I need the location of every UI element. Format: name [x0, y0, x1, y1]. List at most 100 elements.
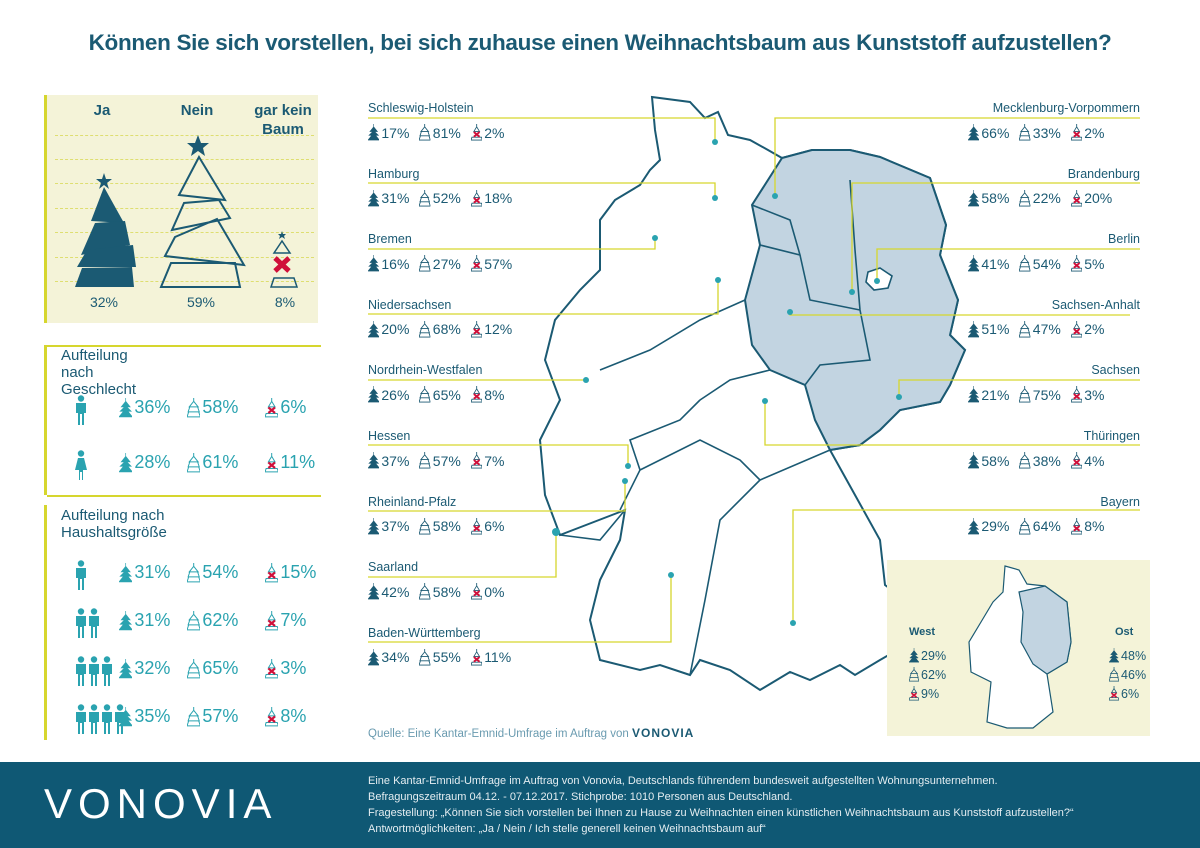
kein-label-1: gar kein: [254, 102, 312, 119]
nein-percent: 46%: [1121, 667, 1147, 682]
stat-kein: 11%: [471, 649, 511, 666]
kein-percent: 4%: [1084, 452, 1105, 469]
nein-percent: 58%: [432, 583, 461, 600]
region-rheinland-pfalz: Rheinland-Pfalz 37% 58% 6%: [368, 495, 698, 535]
tree-filled-icon: [968, 190, 979, 207]
nein-percent: 57%: [432, 452, 461, 469]
nein-percent: 55%: [432, 649, 461, 666]
region-markers: [552, 139, 902, 626]
ja-percent: 48%: [1121, 648, 1147, 663]
kein-percent: 9%: [921, 686, 940, 701]
ja-percent: 42%: [381, 583, 410, 600]
stat-kein: 20%: [1071, 190, 1112, 207]
region-sachsen: Sachsen 21% 75% 3%: [810, 363, 1140, 403]
stat-nein: 58%: [187, 397, 238, 418]
stat-ja: 29%: [968, 518, 1009, 535]
breakdown-row: 28% 61% 11%: [47, 450, 327, 480]
tree-outline-icon: [419, 649, 430, 666]
stat-ja: 37%: [368, 518, 409, 535]
ja-percent: 37%: [381, 518, 410, 535]
stat-kein: 5%: [1071, 255, 1104, 272]
tree-outline-icon: [1019, 452, 1030, 469]
kein-percent: 8%: [1084, 518, 1105, 535]
tree-outline-icon: [419, 583, 430, 600]
breakdown-row: 31% 54% 15%: [47, 560, 327, 590]
stat-ja: 48%: [1109, 648, 1146, 663]
region-name: Bayern: [1100, 494, 1140, 509]
stat-kein: 3%: [1071, 386, 1104, 403]
nein-percent: 47%: [1032, 321, 1061, 338]
region-hamburg: Hamburg 31% 52% 18%: [368, 167, 698, 207]
stat-kein: 8%: [265, 706, 306, 727]
stat-nein: 54%: [1019, 255, 1061, 272]
stat-nein: 58%: [419, 518, 461, 535]
stat-nein: 64%: [1019, 518, 1061, 535]
stat-nein: 46%: [1109, 667, 1146, 682]
kein-percent: 2%: [1084, 124, 1105, 141]
nein-percent: 58%: [202, 397, 239, 417]
region-name: Niedersachsen: [368, 297, 452, 312]
footer-line: Fragestellung: „Können Sie sich vorstell…: [368, 807, 1074, 819]
gender-section: Aufteilung nach Geschlecht 36% 58% 6% 28% 61…: [44, 345, 321, 495]
nein-percent: 33%: [1032, 124, 1061, 141]
stat-nein: 68%: [419, 321, 461, 338]
ja-percent: 32%: [134, 658, 171, 678]
stat-nein: 38%: [1019, 452, 1061, 469]
ja-percent: 34%: [381, 649, 410, 666]
region-nordrhein-westfalen: Nordrhein-Westfalen 26% 65% 8%: [368, 363, 698, 403]
region-brandenburg: Brandenburg 58% 22% 20%: [810, 167, 1140, 207]
nein-percent: 22%: [1032, 190, 1061, 207]
region-saarland: Saarland 42% 58% 0%: [368, 560, 698, 600]
region-stats: 26% 65% 8%: [368, 386, 698, 403]
page-title: Können Sie sich vorstellen, bei sich zuh…: [88, 30, 1112, 55]
tree-filled-icon: [968, 452, 979, 469]
kein-percent: 8%: [274, 294, 296, 310]
region-name: Rheinland-Pfalz: [368, 494, 457, 509]
ja-percent: 58%: [981, 190, 1010, 207]
west-east-inset: West Ost 29% 62% 9% 48% 46% 6%: [887, 560, 1150, 736]
stat-ja: 29%: [909, 648, 946, 663]
region-name: Berlin: [1108, 232, 1140, 247]
no-tree-icon: [1071, 190, 1082, 207]
kein-percent: 11%: [280, 452, 316, 472]
kein-percent: 8%: [484, 386, 505, 403]
tree-filled-icon: [368, 124, 379, 141]
footer-line: Befragungszeitraum 04.12. - 07.12.2017. …: [368, 791, 793, 803]
stat-ja: 66%: [968, 124, 1009, 141]
nein-percent: 27%: [432, 255, 461, 272]
stat-ja: 37%: [368, 452, 409, 469]
stat-nein: 62%: [187, 610, 238, 631]
stat-kein: 8%: [471, 386, 505, 403]
stat-ja: 31%: [368, 190, 409, 207]
footer-line: Eine Kantar-Emnid-Umfrage im Auftrag von…: [368, 775, 998, 787]
region-name: Schleswig-Holstein: [368, 101, 474, 115]
breakdown-row: 36% 58% 6%: [47, 395, 327, 425]
stat-ja: 42%: [368, 583, 409, 600]
footer: VONOVIA Eine Kantar-Emnid-Umfrage im Auf…: [0, 762, 1200, 848]
stat-ja: 51%: [968, 321, 1009, 338]
nein-percent: 62%: [921, 667, 947, 682]
no-tree-icon: [1071, 255, 1082, 272]
nein-percent: 68%: [432, 321, 461, 338]
kein-percent: 6%: [280, 397, 307, 417]
nein-percent: 58%: [432, 518, 461, 535]
ja-percent: 20%: [381, 321, 410, 338]
stat-kein: 2%: [1071, 124, 1105, 141]
stat-nein: 65%: [419, 386, 461, 403]
stat-ja: 32%: [119, 658, 170, 679]
ja-percent: 66%: [981, 124, 1010, 141]
kein-percent: 11%: [484, 649, 512, 666]
stat-nein: 62%: [909, 667, 946, 682]
no-tree-icon: [909, 686, 919, 701]
no-tree-icon: [1109, 686, 1119, 701]
kein-percent: 7%: [484, 452, 505, 469]
no-tree-icon: [471, 518, 482, 535]
stat-nein: 65%: [187, 658, 238, 679]
ja-percent: 29%: [921, 648, 947, 663]
no-tree-icon: [471, 321, 482, 338]
nein-percent: 65%: [432, 386, 461, 403]
kein-percent: 15%: [280, 562, 317, 582]
stat-kein: 0%: [471, 583, 504, 600]
footer-line: Antwortmöglichkeiten: „Ja / Nein / Ich s…: [368, 823, 766, 835]
tree-outline-icon: [419, 190, 430, 207]
